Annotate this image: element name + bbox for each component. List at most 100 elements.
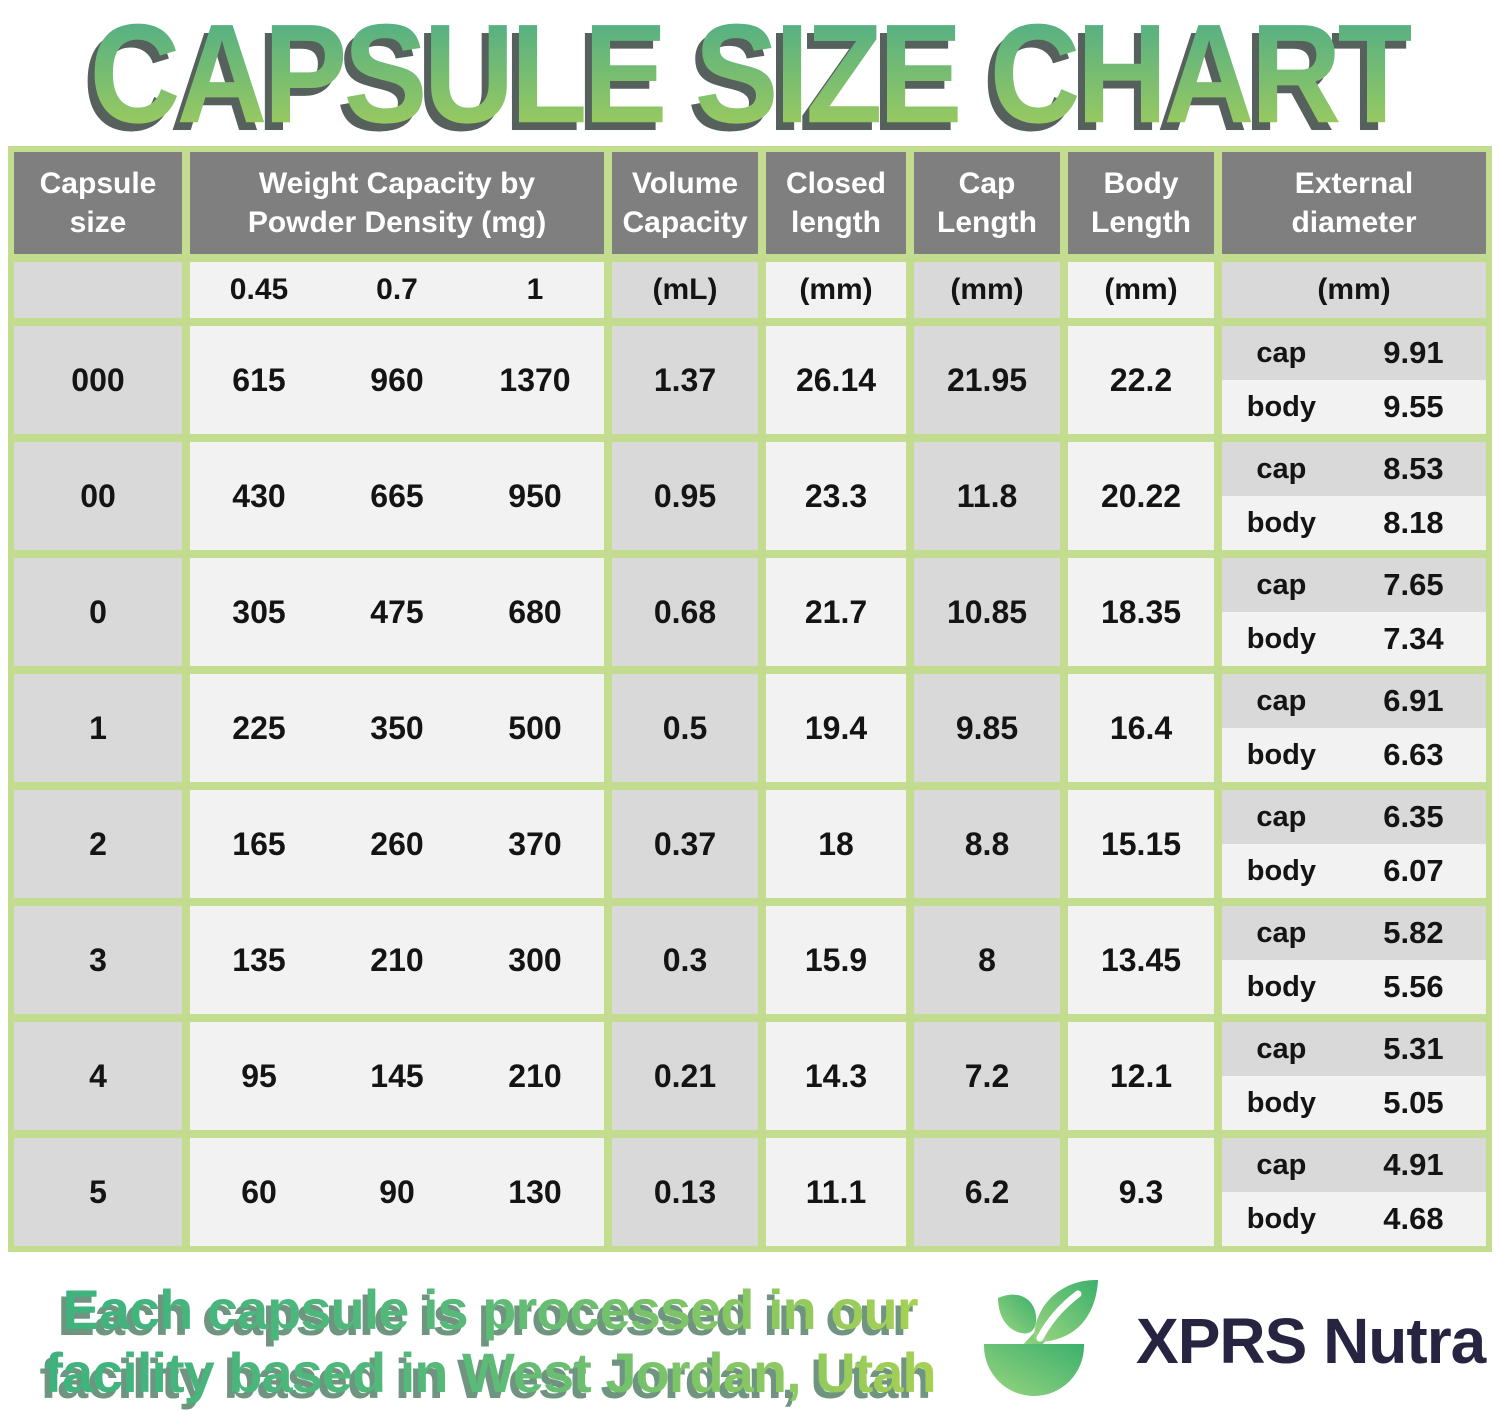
page-title-shadow: CAPSULE SIZE CHART	[82, 0, 1407, 162]
external-cap-row: cap 8.53	[1222, 442, 1486, 496]
weight-density-07: 960	[370, 361, 424, 398]
header-external-diameter: External diameter	[1222, 152, 1486, 254]
title-band: CAPSULE SIZE CHART CAPSULE SIZE CHART	[0, 0, 1500, 160]
external-cap-row: cap 9.91	[1222, 326, 1486, 380]
row-closed-length: 11.1	[766, 1138, 906, 1246]
weight-density-07: 90	[379, 1173, 415, 1210]
external-body-label: body	[1246, 1086, 1317, 1119]
row-external-diameter: cap 8.53 body 8.18	[1222, 442, 1486, 550]
external-body-row: body 6.07	[1222, 844, 1486, 898]
row-volume-capacity: 1.37	[612, 326, 758, 434]
weight-density-07: 145	[370, 1057, 424, 1094]
units-capsule-size-empty	[14, 262, 182, 318]
external-body-value: 5.56	[1383, 969, 1444, 1004]
external-body-row: body 6.63	[1222, 728, 1486, 782]
external-body-value: 5.05	[1383, 1085, 1444, 1120]
external-body-label: body	[1246, 506, 1317, 539]
row-cap-length: 11.8	[914, 442, 1060, 550]
row-closed-length: 14.3	[766, 1022, 906, 1130]
row-volume-capacity: 0.5	[612, 674, 758, 782]
row-cap-length: 7.2	[914, 1022, 1060, 1130]
header-volume-capacity: Volume Capacity	[612, 152, 758, 254]
weight-density-045: 95	[241, 1057, 277, 1094]
row-body-length: 9.3	[1068, 1138, 1214, 1246]
row-body-length: 20.22	[1068, 442, 1214, 550]
weight-density-07: 350	[370, 709, 424, 746]
external-cap-row: cap 7.65	[1222, 558, 1486, 612]
external-cap-value: 9.91	[1383, 335, 1444, 370]
row-volume-capacity: 0.21	[612, 1022, 758, 1130]
row-cap-length: 8.8	[914, 790, 1060, 898]
capsule-size-table: Capsule size Weight Capacity by Powder D…	[8, 146, 1492, 1252]
external-body-value: 6.63	[1383, 737, 1444, 772]
external-cap-label: cap	[1256, 336, 1307, 369]
weight-density-1: 130	[508, 1173, 562, 1210]
row-body-length: 18.35	[1068, 558, 1214, 666]
external-cap-label: cap	[1256, 916, 1307, 949]
external-cap-value: 7.65	[1383, 567, 1444, 602]
external-cap-row: cap 5.82	[1222, 906, 1486, 960]
external-cap-label: cap	[1256, 1032, 1307, 1065]
external-cap-label: cap	[1256, 1148, 1307, 1181]
row-weight-capacity: 615 960 1370	[190, 326, 604, 434]
row-volume-capacity: 0.37	[612, 790, 758, 898]
row-volume-capacity: 0.95	[612, 442, 758, 550]
row-weight-capacity: 165 260 370	[190, 790, 604, 898]
external-body-row: body 9.55	[1222, 380, 1486, 434]
external-body-row: body 5.05	[1222, 1076, 1486, 1130]
external-cap-row: cap 5.31	[1222, 1022, 1486, 1076]
weight-density-045: 305	[232, 593, 286, 630]
external-cap-value: 4.91	[1383, 1147, 1444, 1182]
row-external-diameter: cap 9.91 body 9.55	[1222, 326, 1486, 434]
row-closed-length: 23.3	[766, 442, 906, 550]
row-body-length: 12.1	[1068, 1022, 1214, 1130]
weight-density-045: 165	[232, 825, 286, 862]
row-cap-length: 6.2	[914, 1138, 1060, 1246]
row-volume-capacity: 0.13	[612, 1138, 758, 1246]
external-body-row: body 4.68	[1222, 1192, 1486, 1246]
header-capsule-size: Capsule size	[14, 152, 182, 254]
external-body-label: body	[1246, 622, 1317, 655]
weight-density-07: 210	[370, 941, 424, 978]
row-external-diameter: cap 6.91 body 6.63	[1222, 674, 1486, 782]
header-weight-capacity: Weight Capacity by Powder Density (mg)	[190, 152, 604, 254]
row-closed-length: 26.14	[766, 326, 906, 434]
units-densities: 0.45 0.7 1	[190, 262, 604, 318]
weight-density-045: 615	[232, 361, 286, 398]
units-body: (mm)	[1068, 262, 1214, 318]
external-cap-label: cap	[1256, 800, 1307, 833]
external-body-value: 6.07	[1383, 853, 1444, 888]
row-capsule-size: 4	[14, 1022, 182, 1130]
row-closed-length: 18	[766, 790, 906, 898]
weight-density-045: 135	[232, 941, 286, 978]
weight-density-1: 680	[508, 593, 562, 630]
header-cap-length: Cap Length	[914, 152, 1060, 254]
external-cap-row: cap 6.91	[1222, 674, 1486, 728]
row-body-length: 16.4	[1068, 674, 1214, 782]
weight-density-1: 370	[508, 825, 562, 862]
external-body-label: body	[1246, 854, 1317, 887]
row-external-diameter: cap 6.35 body 6.07	[1222, 790, 1486, 898]
row-weight-capacity: 135 210 300	[190, 906, 604, 1014]
mortar-pestle-leaves-icon	[984, 1280, 1098, 1397]
external-cap-value: 5.31	[1383, 1031, 1444, 1066]
weight-density-1: 300	[508, 941, 562, 978]
units-closed: (mm)	[766, 262, 906, 318]
weight-density-1: 500	[508, 709, 562, 746]
row-cap-length: 8	[914, 906, 1060, 1014]
weight-density-1: 210	[508, 1057, 562, 1094]
row-capsule-size: 00	[14, 442, 182, 550]
external-body-label: body	[1246, 738, 1317, 771]
row-capsule-size: 5	[14, 1138, 182, 1246]
row-capsule-size: 1	[14, 674, 182, 782]
row-capsule-size: 000	[14, 326, 182, 434]
row-body-length: 13.45	[1068, 906, 1214, 1014]
external-cap-value: 8.53	[1383, 451, 1444, 486]
weight-density-045: 60	[241, 1173, 277, 1210]
row-external-diameter: cap 7.65 body 7.34	[1222, 558, 1486, 666]
row-closed-length: 21.7	[766, 558, 906, 666]
row-cap-length: 10.85	[914, 558, 1060, 666]
external-body-row: body 8.18	[1222, 496, 1486, 550]
weight-density-045: 225	[232, 709, 286, 746]
row-cap-length: 21.95	[914, 326, 1060, 434]
